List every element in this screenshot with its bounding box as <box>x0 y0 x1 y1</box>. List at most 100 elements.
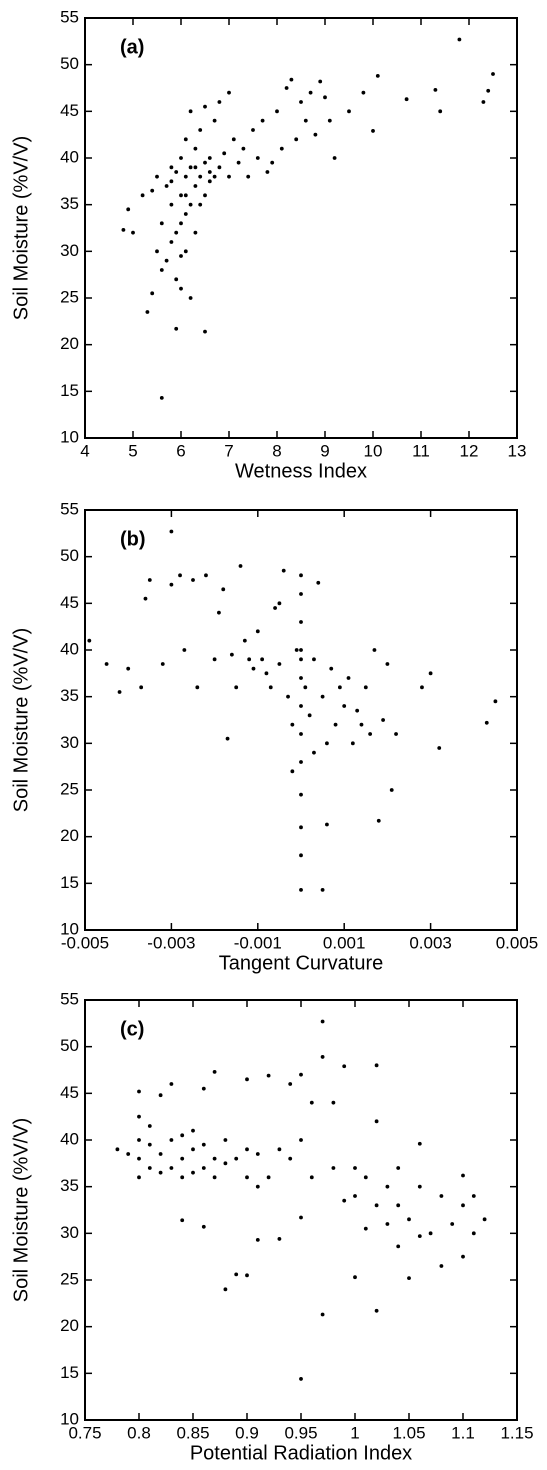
point <box>284 86 289 90</box>
point <box>482 1217 487 1222</box>
x-tick-label: 8 <box>272 441 281 460</box>
point <box>255 1237 260 1242</box>
x-tick-label: 0.001 <box>323 933 366 952</box>
point <box>137 1138 141 1142</box>
point <box>126 1152 131 1156</box>
point <box>385 662 390 666</box>
point <box>87 638 92 643</box>
point <box>385 1222 390 1226</box>
x-tick-label: 1.05 <box>392 1423 425 1442</box>
point <box>159 221 164 226</box>
point <box>183 193 188 198</box>
point <box>353 1194 357 1198</box>
point <box>277 1147 282 1152</box>
point <box>309 1175 314 1180</box>
point <box>245 1077 249 1082</box>
point <box>147 1166 152 1170</box>
point <box>137 1114 141 1119</box>
point <box>150 291 155 296</box>
point <box>299 704 303 708</box>
point <box>251 128 255 132</box>
point <box>241 146 246 151</box>
x-tick-label: 0.75 <box>68 1423 101 1442</box>
x-tick-label: 0.003 <box>409 933 452 952</box>
x-tick-label: 0.85 <box>176 1423 209 1442</box>
point <box>255 1184 260 1189</box>
point <box>203 193 207 198</box>
point <box>381 718 385 722</box>
point <box>264 671 269 676</box>
point <box>169 165 174 170</box>
point <box>180 1133 185 1138</box>
y-axis-label: Soil Moisture (%V/V) <box>10 1118 32 1303</box>
point <box>481 100 486 104</box>
point <box>273 606 277 610</box>
annotation: (c) <box>120 1018 144 1040</box>
point <box>363 1175 368 1180</box>
point <box>126 207 131 212</box>
point <box>332 156 337 160</box>
point <box>212 1175 217 1180</box>
point <box>404 97 409 102</box>
point <box>417 1141 422 1146</box>
plot-frame <box>84 509 518 931</box>
point <box>247 657 252 662</box>
y-tick-label: 50 <box>60 54 79 73</box>
x-tick-label: 0.9 <box>235 1423 259 1442</box>
point <box>260 657 265 662</box>
x-tick-label: 1 <box>350 1423 359 1442</box>
y-tick-label: 15 <box>60 1363 79 1382</box>
point <box>260 118 265 123</box>
point <box>115 1147 120 1152</box>
y-tick-label: 45 <box>60 1083 79 1102</box>
x-axis-label: Tangent Curvature <box>219 952 384 974</box>
point <box>207 170 212 174</box>
point <box>255 156 260 160</box>
x-axis-label: Wetness Index <box>235 460 367 482</box>
point <box>245 1147 249 1152</box>
y-tick-label: 45 <box>60 593 79 612</box>
plot-frame <box>84 999 518 1421</box>
y-tick-label: 35 <box>60 194 79 213</box>
x-axis-label: Potential Radiation Index <box>190 1442 412 1464</box>
point <box>299 620 303 624</box>
point <box>471 1231 476 1236</box>
point <box>461 1173 465 1178</box>
point <box>180 1218 185 1223</box>
point <box>299 853 303 858</box>
point <box>299 657 303 662</box>
point <box>201 1224 206 1229</box>
point <box>223 1138 228 1142</box>
y-tick-label: 40 <box>60 1129 79 1148</box>
point <box>374 1119 379 1124</box>
x-tick-label: 0.8 <box>127 1423 151 1442</box>
point <box>376 818 381 823</box>
point <box>290 769 295 774</box>
point <box>461 1254 465 1259</box>
y-tick-label: 50 <box>60 1036 79 1055</box>
y-tick-label: 25 <box>60 287 79 306</box>
point <box>350 741 355 746</box>
point <box>450 1222 455 1226</box>
point <box>309 1100 314 1105</box>
point <box>361 90 366 95</box>
point <box>131 230 135 235</box>
y-tick-label: 20 <box>60 1316 79 1335</box>
point <box>389 788 394 792</box>
plot-frame <box>84 17 518 439</box>
y-tick-label: 50 <box>60 546 79 565</box>
point <box>164 184 169 188</box>
point <box>471 1194 476 1198</box>
point <box>299 676 303 680</box>
point <box>159 395 164 400</box>
point <box>217 610 221 615</box>
point <box>312 657 316 662</box>
y-tick-label: 20 <box>60 826 79 845</box>
point <box>147 1142 152 1147</box>
y-tick-label: 15 <box>60 873 79 892</box>
point <box>294 137 299 142</box>
point <box>182 648 187 652</box>
point <box>183 212 188 216</box>
point <box>174 326 179 331</box>
